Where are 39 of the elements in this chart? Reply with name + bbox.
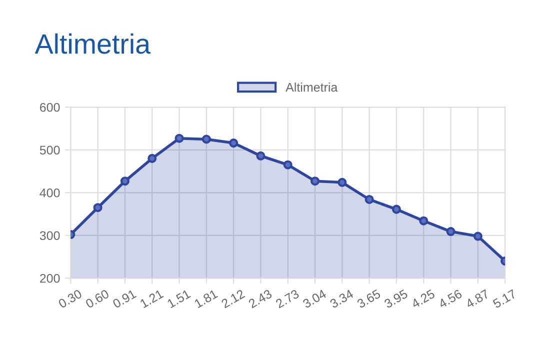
- x-tick-label: 0.30: [58, 289, 82, 308]
- point: [148, 154, 157, 163]
- x-tick-label: 3.95: [384, 289, 408, 308]
- y-tick-label: 500: [40, 146, 60, 155]
- point: [120, 176, 130, 186]
- x-tick-label: 4.87: [464, 289, 490, 309]
- x-tick-label: 1.21: [140, 289, 164, 308]
- y-tick-label: 200: [40, 274, 60, 283]
- y-tick-label: 300: [40, 231, 60, 240]
- x-tick-label: 2.43: [248, 289, 272, 308]
- point: [338, 178, 347, 187]
- point: [256, 151, 266, 160]
- point: [473, 232, 482, 241]
- x-tick-label: 4.56: [438, 289, 463, 309]
- x-tick-label: 4.25: [410, 289, 436, 309]
- y-tick-label: 600: [40, 102, 60, 112]
- point: [174, 134, 184, 143]
- legend-label: Altimetria: [286, 82, 338, 92]
- x-tick-label: 0.60: [84, 289, 110, 308]
- y-tick-label: 400: [40, 188, 60, 198]
- x-tick-label: 2.73: [275, 289, 300, 308]
- x-tick-label: 2.12: [220, 289, 246, 308]
- x-tick-label: 3.04: [302, 289, 327, 308]
- x-tick-label: 5.17: [492, 289, 517, 308]
- point: [364, 194, 374, 204]
- x-tick-label: 3.34: [329, 289, 354, 308]
- point: [419, 216, 428, 226]
- point: [310, 176, 320, 186]
- point: [229, 138, 238, 148]
- point: [283, 160, 292, 170]
- point: [93, 203, 102, 212]
- x-tick-label: 1.51: [166, 289, 191, 308]
- x-tick-label: 1.81: [194, 289, 218, 308]
- x-tick-label: 0.91: [112, 289, 137, 308]
- point: [446, 227, 456, 236]
- x-tick-label: 3.65: [356, 289, 382, 308]
- point: [392, 204, 401, 214]
- chart-title: Altimetria: [34, 33, 151, 54]
- point: [202, 134, 211, 144]
